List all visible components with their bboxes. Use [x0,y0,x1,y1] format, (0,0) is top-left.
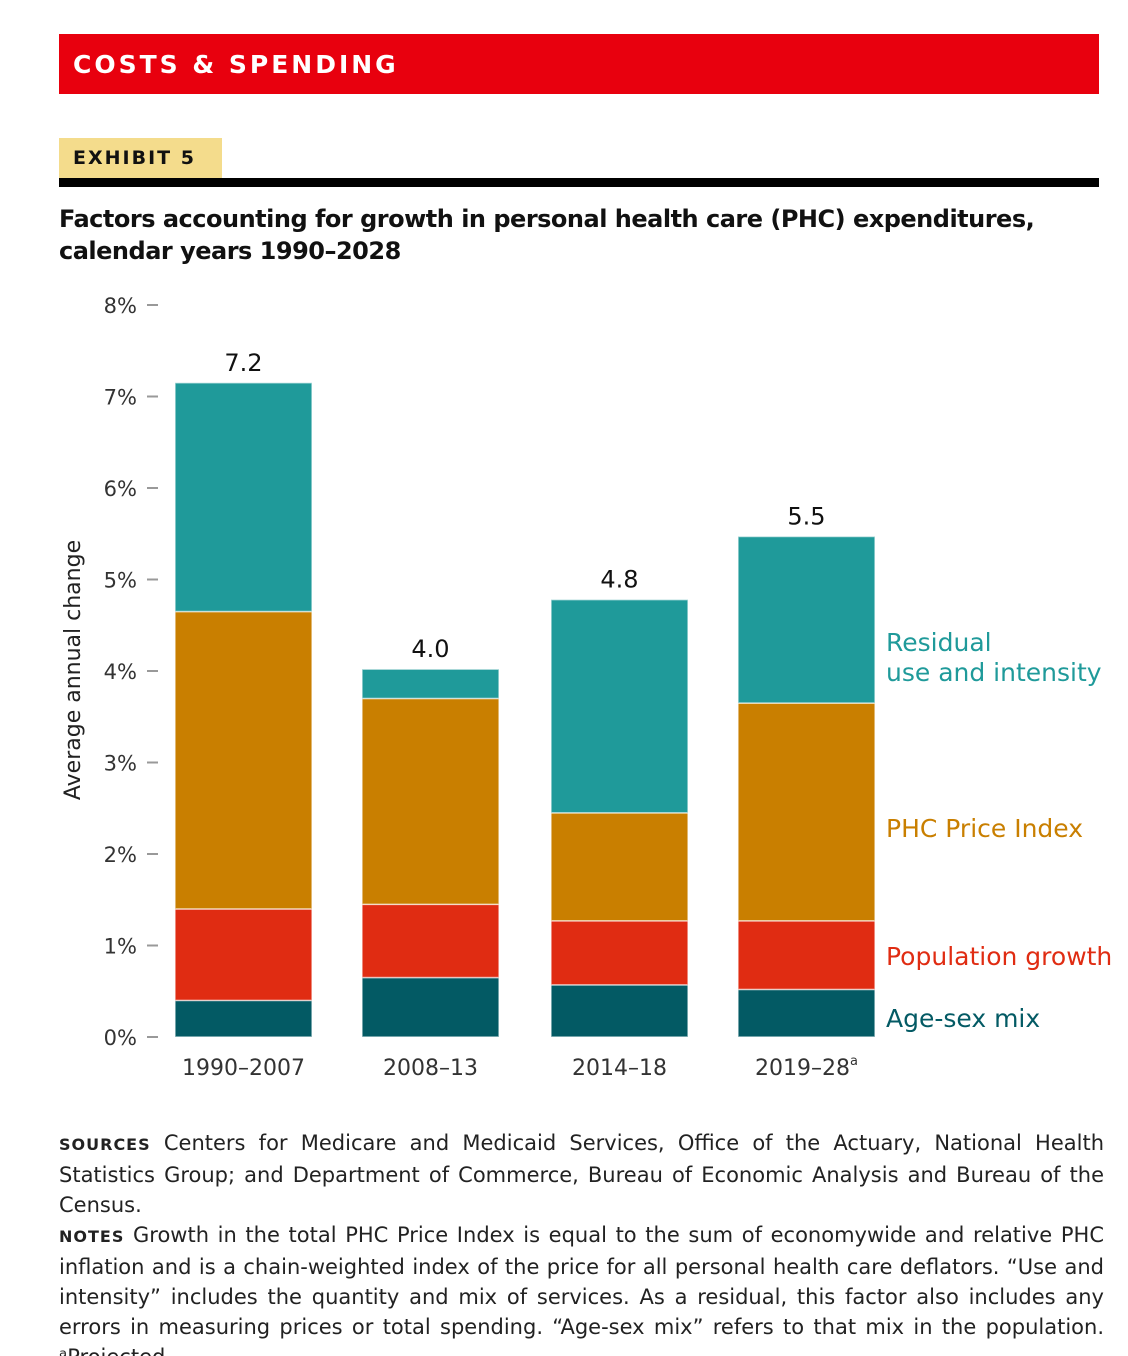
section-title: COSTS & SPENDING [73,50,399,79]
bar-segment [550,984,689,1038]
bar-segment [361,668,500,700]
bar-segment [737,535,876,704]
bar-total-label: 7.2 [224,349,262,377]
y-tick-label: 1% [104,935,137,959]
y-tick-label: 0% [104,1026,137,1050]
y-tick-label: 4% [104,660,137,684]
sources-text: Centers for Medicare and Medicaid Servic… [59,1131,1104,1217]
exhibit-number: EXHIBIT 5 [73,147,196,169]
bar-segment [174,382,313,613]
bar-total-label: 4.0 [411,635,449,663]
bar-segment [737,702,876,922]
legend-label: Age-sex mix [886,1004,1040,1033]
legend-label: Population growth [886,942,1112,971]
bar-segment [361,903,500,979]
bar-segment [361,697,500,906]
divider [59,178,1099,187]
notes-label: NOTES [59,1227,125,1246]
bar-segment [550,598,689,814]
notes-block: SOURCES Centers for Medicare and Medicai… [59,1128,1104,1356]
legend-label: PHC Price Index [886,814,1083,843]
legend-label: Residual [886,628,992,657]
exhibit-label: EXHIBIT 5 [59,138,222,178]
bar-segment [174,908,313,1002]
bar-segment [174,999,313,1038]
y-tick-label: 8% [104,294,137,318]
x-tick-label: 1990–2007 [182,1056,305,1081]
chart-title: Factors accounting for growth in persona… [59,205,1035,265]
section-banner: COSTS & SPENDING [59,34,1099,94]
sources-label: SOURCES [59,1135,151,1154]
bar-segment [550,812,689,922]
notes-text: Growth in the total PHC Price Index is e… [59,1223,1104,1356]
bar-segment [737,920,876,991]
y-tick-label: 2% [104,843,137,867]
bar-segment [361,976,500,1038]
y-tick-label: 5% [104,569,137,593]
x-tick-label: 2008–13 [383,1056,478,1081]
y-tick-label: 7% [104,386,137,410]
bar-segment [174,610,313,910]
bar-total-label: 4.8 [600,566,638,594]
y-tick-label: 6% [104,477,137,501]
bar-segment [550,920,689,986]
y-axis-label: Average annual change [61,540,86,800]
x-tick-label: 2019–28a [755,1054,858,1081]
y-tick-label: 3% [104,752,137,776]
x-tick-label: 2014–18 [572,1056,667,1081]
bar-segment [737,988,876,1038]
legend-label: use and intensity [886,658,1102,687]
bar-total-label: 5.5 [787,502,825,530]
